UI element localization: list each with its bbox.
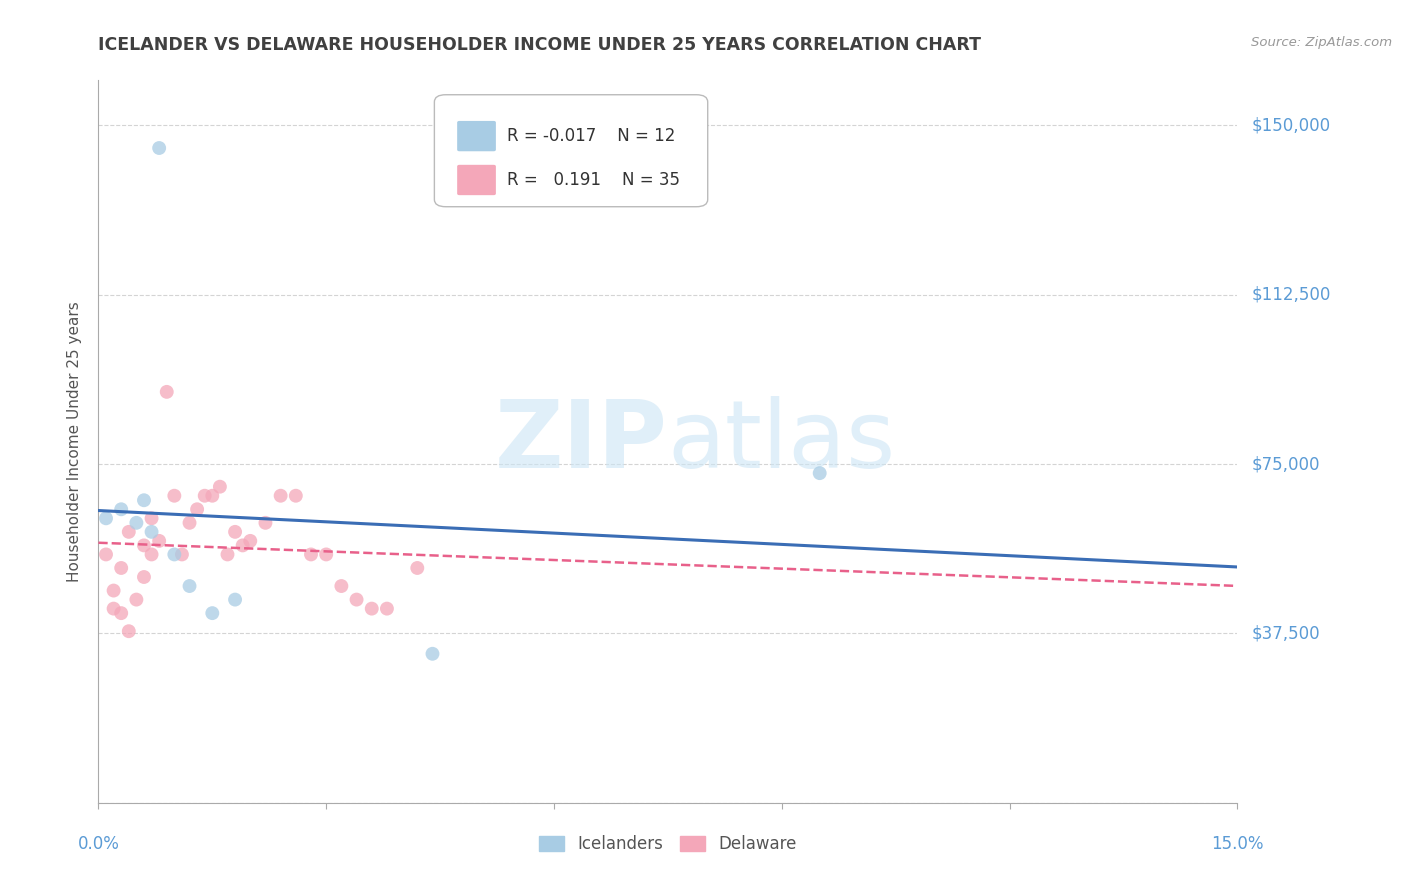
Point	[103, 583, 125, 598]
Point	[125, 592, 148, 607]
Point	[299, 548, 322, 562]
Point	[110, 502, 132, 516]
Point	[224, 592, 246, 607]
Text: $75,000: $75,000	[1251, 455, 1320, 473]
Point	[141, 548, 163, 562]
Text: 15.0%: 15.0%	[1211, 835, 1264, 854]
Point	[170, 548, 193, 562]
Point	[110, 561, 132, 575]
Point	[232, 538, 254, 552]
Point	[103, 601, 125, 615]
Point	[194, 489, 217, 503]
Point	[125, 516, 148, 530]
Point	[141, 524, 163, 539]
Y-axis label: Householder Income Under 25 years: Householder Income Under 25 years	[67, 301, 83, 582]
Point	[254, 516, 277, 530]
Text: ICELANDER VS DELAWARE HOUSEHOLDER INCOME UNDER 25 YEARS CORRELATION CHART: ICELANDER VS DELAWARE HOUSEHOLDER INCOME…	[98, 36, 981, 54]
Point	[208, 480, 231, 494]
Point	[270, 489, 292, 503]
Point	[330, 579, 353, 593]
Point	[201, 489, 224, 503]
Text: R =   0.191    N = 35: R = 0.191 N = 35	[508, 171, 681, 189]
Text: $112,500: $112,500	[1251, 285, 1330, 304]
Point	[163, 489, 186, 503]
Text: atlas: atlas	[668, 395, 896, 488]
Point	[148, 141, 170, 155]
Text: 0.0%: 0.0%	[77, 835, 120, 854]
Point	[118, 524, 141, 539]
Text: R = -0.017    N = 12: R = -0.017 N = 12	[508, 127, 676, 145]
Point	[132, 493, 155, 508]
Point	[406, 561, 429, 575]
Point	[808, 466, 831, 480]
Point	[148, 533, 170, 548]
Point	[217, 548, 239, 562]
Text: ZIP: ZIP	[495, 395, 668, 488]
Point	[94, 548, 117, 562]
Text: $37,500: $37,500	[1251, 624, 1320, 642]
Point	[94, 511, 117, 525]
Text: Source: ZipAtlas.com: Source: ZipAtlas.com	[1251, 36, 1392, 49]
Point	[132, 538, 155, 552]
FancyBboxPatch shape	[457, 121, 496, 152]
Point	[346, 592, 368, 607]
Point	[239, 533, 262, 548]
Point	[224, 524, 246, 539]
Legend: Icelanders, Delaware: Icelanders, Delaware	[533, 828, 803, 860]
Point	[375, 601, 398, 615]
Point	[163, 548, 186, 562]
Point	[118, 624, 141, 639]
Point	[132, 570, 155, 584]
Point	[201, 606, 224, 620]
Point	[422, 647, 444, 661]
Text: $150,000: $150,000	[1251, 117, 1330, 135]
Point	[141, 511, 163, 525]
FancyBboxPatch shape	[457, 165, 496, 195]
Point	[156, 384, 179, 399]
Point	[360, 601, 382, 615]
Point	[179, 516, 201, 530]
Point	[110, 606, 132, 620]
FancyBboxPatch shape	[434, 95, 707, 207]
Point	[315, 548, 337, 562]
Point	[284, 489, 307, 503]
Point	[186, 502, 208, 516]
Point	[179, 579, 201, 593]
